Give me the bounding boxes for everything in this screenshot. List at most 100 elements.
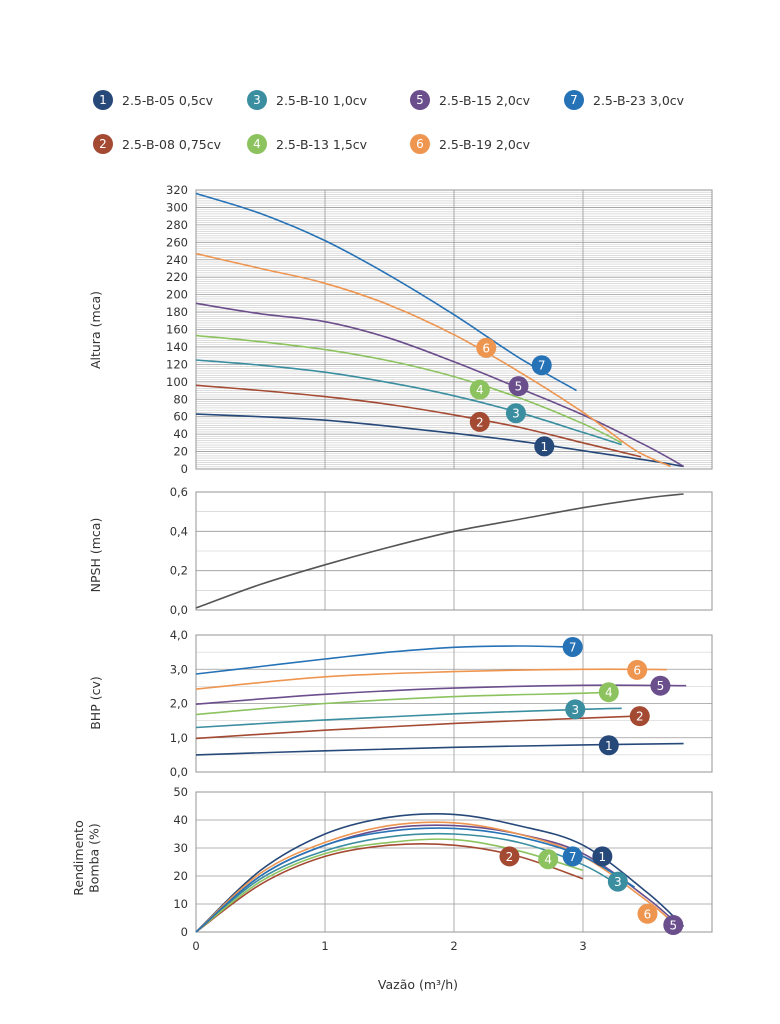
series-badge-label: 3 [571, 703, 579, 717]
legend-label: 2.5-B-08 0,75cv [122, 136, 222, 152]
y-axis-label: Altura (mca) [88, 291, 103, 369]
series-badge-label: 3 [614, 875, 622, 889]
legend-badge: 3 [247, 90, 267, 110]
y-tick-label: 4,0 [170, 628, 188, 642]
y-tick-label: 300 [166, 200, 188, 214]
y-tick-label: 20 [173, 445, 188, 459]
legend-item-2: 2 2.5-B-08 0,75cv [93, 133, 221, 155]
y-tick-label: 0,0 [170, 603, 188, 617]
y-tick-label: 50 [173, 785, 188, 799]
series-badge-3 [565, 699, 586, 720]
y-axis-label-line: Bomba (%) [87, 823, 102, 893]
legend-label: 2.5-B-19 2,0cv [439, 136, 531, 152]
y-axis-label: BHP (cv) [88, 676, 103, 730]
series-badge-6 [637, 903, 658, 924]
series-line-6 [195, 668, 667, 690]
series-line-4 [195, 691, 609, 716]
x-tick-label: 1 [321, 939, 328, 953]
series-badge-label: 2 [506, 850, 514, 864]
legend-badge: 1 [93, 90, 113, 110]
series-badge-1 [534, 436, 555, 457]
legend-badge: 7 [564, 90, 584, 110]
legend-label: 2.5-B-05 0,5cv [122, 92, 214, 108]
legend-label: 2.5-B-13 1,5cv [276, 136, 368, 152]
series-badge-label: 4 [476, 383, 484, 397]
series-line-7 [195, 645, 571, 675]
y-tick-label: 200 [166, 288, 188, 302]
series-badge-label: 6 [482, 341, 490, 355]
series-line-3 [195, 359, 622, 446]
series-badge-5 [508, 376, 529, 397]
chart-legend: 1 2.5-B-05 0,5cv 3 2.5-B-10 1,0cv 5 2.5-… [0, 0, 780, 170]
y-tick-label: 0,0 [170, 765, 188, 779]
series-badge-label: 5 [669, 919, 677, 933]
chart-panel-2: 0,0 0,2 0,4 0,6 NPSH (mca) [88, 485, 713, 617]
series-badge-7 [562, 846, 583, 867]
y-tick-label: 260 [166, 235, 188, 249]
y-tick-label: 40 [173, 813, 188, 827]
series-line-1 [195, 413, 684, 468]
legend-item-5: 5 2.5-B-15 2,0cv [410, 89, 530, 111]
legend-item-7: 7 2.5-B-23 3,0cv [564, 89, 684, 111]
y-tick-label: 0,4 [170, 524, 188, 538]
y-tick-label: 10 [173, 897, 188, 911]
y-tick-label: 20 [173, 869, 188, 883]
y-tick-label: 140 [166, 340, 188, 354]
series-badge-label: 5 [515, 380, 523, 394]
chart-panel-3: 0,0 1,0 2,0 3,0 4,0 BHP (cv) 1 2 3 4 5 6 7 [88, 628, 713, 779]
legend-label: 2.5-B-10 1,0cv [276, 92, 368, 108]
x-tick-label: 0 [192, 939, 199, 953]
x-axis-label: Vazão (m³/h) [378, 977, 458, 992]
legend-badge: 4 [247, 134, 267, 154]
series-line-6 [195, 252, 672, 468]
series-badge-1 [592, 846, 613, 867]
y-axis-label: NPSH (mca) [88, 518, 103, 593]
chart-panel-1: 0 20 40 60 80 100 120 140 160 180 200 220 240 260 280 3… [88, 183, 713, 476]
series-badge-3 [505, 403, 526, 424]
legend-item-3: 3 2.5-B-10 1,0cv [247, 89, 367, 111]
y-tick-label: 0 [181, 462, 188, 476]
series-line-4 [195, 334, 623, 444]
series-line-3 [195, 707, 622, 729]
series-badge-5 [650, 675, 671, 696]
series-badge-label: 7 [569, 850, 577, 864]
series-badge-4 [598, 682, 619, 703]
y-tick-label: 220 [166, 270, 188, 284]
series-line-1 [195, 812, 685, 933]
series-line-4 [195, 838, 584, 933]
y-axis-label: RendimentoBomba (%) [71, 820, 102, 895]
y-tick-label: 1,0 [170, 731, 188, 745]
series-badge-2 [629, 706, 650, 727]
y-tick-label: 60 [173, 410, 188, 424]
legend-label: 2.5-B-15 2,0cv [439, 92, 531, 108]
legend-label: 2.5-B-23 3,0cv [593, 92, 685, 108]
y-tick-label: 3,0 [170, 662, 188, 676]
series-badge-label: 1 [599, 850, 607, 864]
series-line-2 [195, 384, 642, 458]
series-badge-label: 4 [605, 686, 613, 700]
series-badge-6 [627, 659, 648, 680]
y-tick-label: 0,6 [170, 485, 188, 499]
series-badge-label: 1 [540, 440, 548, 454]
series-badge-7 [531, 355, 552, 376]
x-tick-label: 2 [450, 939, 457, 953]
y-tick-label: 180 [166, 305, 188, 319]
series-badge-7 [562, 636, 583, 657]
series-badge-label: 2 [476, 415, 484, 429]
series-line-2 [195, 715, 635, 740]
legend-badge: 6 [410, 134, 430, 154]
y-tick-label: 2,0 [170, 697, 188, 711]
series-badge-label: 4 [544, 853, 552, 867]
series-badge-1 [598, 735, 619, 756]
y-tick-label: 240 [166, 253, 188, 267]
series-badge-2 [469, 411, 490, 432]
series-badge-5 [663, 915, 684, 935]
legend-item-6: 6 2.5-B-19 2,0cv [410, 133, 530, 155]
legend-badge: 5 [410, 90, 430, 110]
series-badge-label: 6 [633, 663, 641, 677]
y-tick-label: 30 [173, 841, 188, 855]
series-line-7 [195, 192, 577, 392]
series-badge-label: 3 [512, 407, 520, 421]
chart-panel-4: 0 10 20 30 40 50 RendimentoBomba (%) 1 2 3 4 5 6 7 [71, 785, 713, 939]
y-tick-label: 160 [166, 323, 188, 337]
